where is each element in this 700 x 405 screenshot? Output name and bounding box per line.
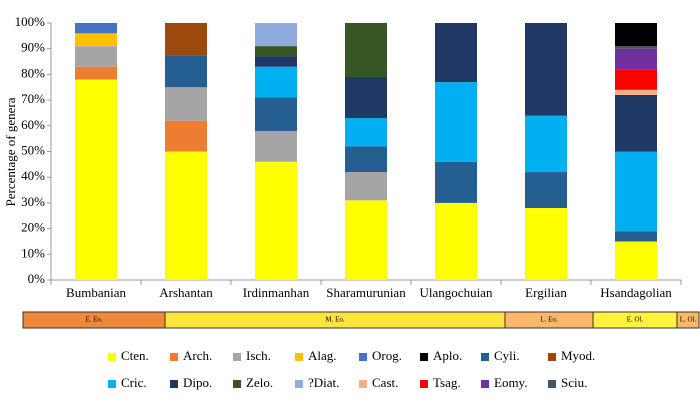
x-tick-label: Sharamurunian [326,285,406,300]
bar-segment [615,151,657,232]
bar-segment [255,66,297,98]
legend-label: Orog. [372,348,402,363]
y-tick-label: 10% [21,245,45,260]
x-tick-label: Ulangochuian [420,285,493,300]
legend-label: Isch. [246,348,271,363]
bar-segment [435,202,477,280]
y-tick-label: 0% [28,271,46,286]
legend-swatch [481,380,489,388]
epoch-label: L. Eo. [540,316,558,324]
bar-segment [345,172,387,201]
y-tick-label: 60% [21,117,45,132]
bar-segment [525,208,567,280]
y-tick-label: 100% [15,14,46,29]
legend-label: Cyli. [494,348,520,363]
bar-segment [345,23,387,77]
epoch-band [676,311,700,329]
bar-segment [75,66,117,80]
bar-segment [255,23,297,47]
bar-segment [255,46,297,57]
bar-segment [615,23,657,47]
bar-segment [615,69,657,90]
x-tick-label: Ergilian [525,285,567,300]
bar-segment [345,118,387,147]
y-tick-label: 90% [21,40,45,55]
legend-swatch [108,353,116,361]
legend-swatch [548,380,556,388]
bar-segment [165,55,207,88]
legend-swatch [548,353,556,361]
bar-segment [615,48,657,70]
bar-segment [255,56,297,67]
bar-segment [165,120,207,152]
y-tick-label: 30% [21,194,45,209]
legend-label: Sciu. [561,375,587,390]
bar-segment [75,23,117,34]
bar-segment [165,151,207,280]
epoch-label: E. Eo. [85,316,103,324]
bar-segment [165,87,207,121]
bar-segment [525,115,567,173]
x-tick-label: Arshantan [159,285,213,300]
legend-label: Cric. [121,375,147,390]
legend-swatch [233,353,241,361]
bar-segment [255,130,297,162]
epoch-label: L. Ol. [680,316,697,324]
legend-label: Myod. [561,348,595,363]
x-tick-label: Hsandagolian [600,285,672,300]
legend-label: Cast. [372,375,398,390]
legend-swatch [170,353,178,361]
bar-segment [435,23,477,83]
bar-segment [615,89,657,95]
bar-segment [525,23,567,116]
epoch-label: E. Ol. [627,316,644,324]
bar-segment [345,200,387,280]
y-tick-label: 50% [21,142,45,157]
legend-swatch [420,353,428,361]
legend-label: Aplo. [433,348,462,363]
bar-segment [435,82,477,162]
legend-swatch [359,380,367,388]
bar-segment [345,76,387,119]
y-tick-label: 20% [21,220,45,235]
legend-swatch [420,380,428,388]
legend-swatch [295,380,303,388]
bar-segment [615,231,657,242]
bar-segment [525,172,567,209]
legend-label: Zelo. [246,375,273,390]
bar-segment [255,161,297,280]
y-tick-label: 40% [21,168,45,183]
x-tick-label: Bumbanian [66,285,126,300]
bar-segment [255,97,297,131]
bar-segment [75,33,117,47]
y-tick-label: 70% [21,91,45,106]
bar-segment [615,94,657,152]
legend-label: Arch. [183,348,212,363]
legend-label: Eomy. [494,375,527,390]
x-tick-label: Irdinmanhan [243,285,310,300]
bar-segment [75,46,117,67]
legend-swatch [359,353,367,361]
legend-label: ?Diat. [308,375,339,390]
epoch-label: M. Eo. [325,316,345,324]
bar-segment [165,23,207,56]
bar-segment [75,79,117,280]
bar-segment [615,46,657,49]
legend-label: Cten. [121,348,149,363]
legend-swatch [481,353,489,361]
legend-swatch [170,380,178,388]
legend-swatch [108,380,116,388]
bar-segment [345,146,387,173]
legend-swatch [295,353,303,361]
legend-label: Dipo. [183,375,212,390]
legend-swatch [233,380,241,388]
y-axis-label: Percentage of genera [3,97,18,206]
bar-segment [435,161,477,203]
y-tick-label: 80% [21,65,45,80]
legend-label: Tsag. [433,375,461,390]
legend-label: Alag. [308,348,337,363]
bar-segment [615,241,657,280]
